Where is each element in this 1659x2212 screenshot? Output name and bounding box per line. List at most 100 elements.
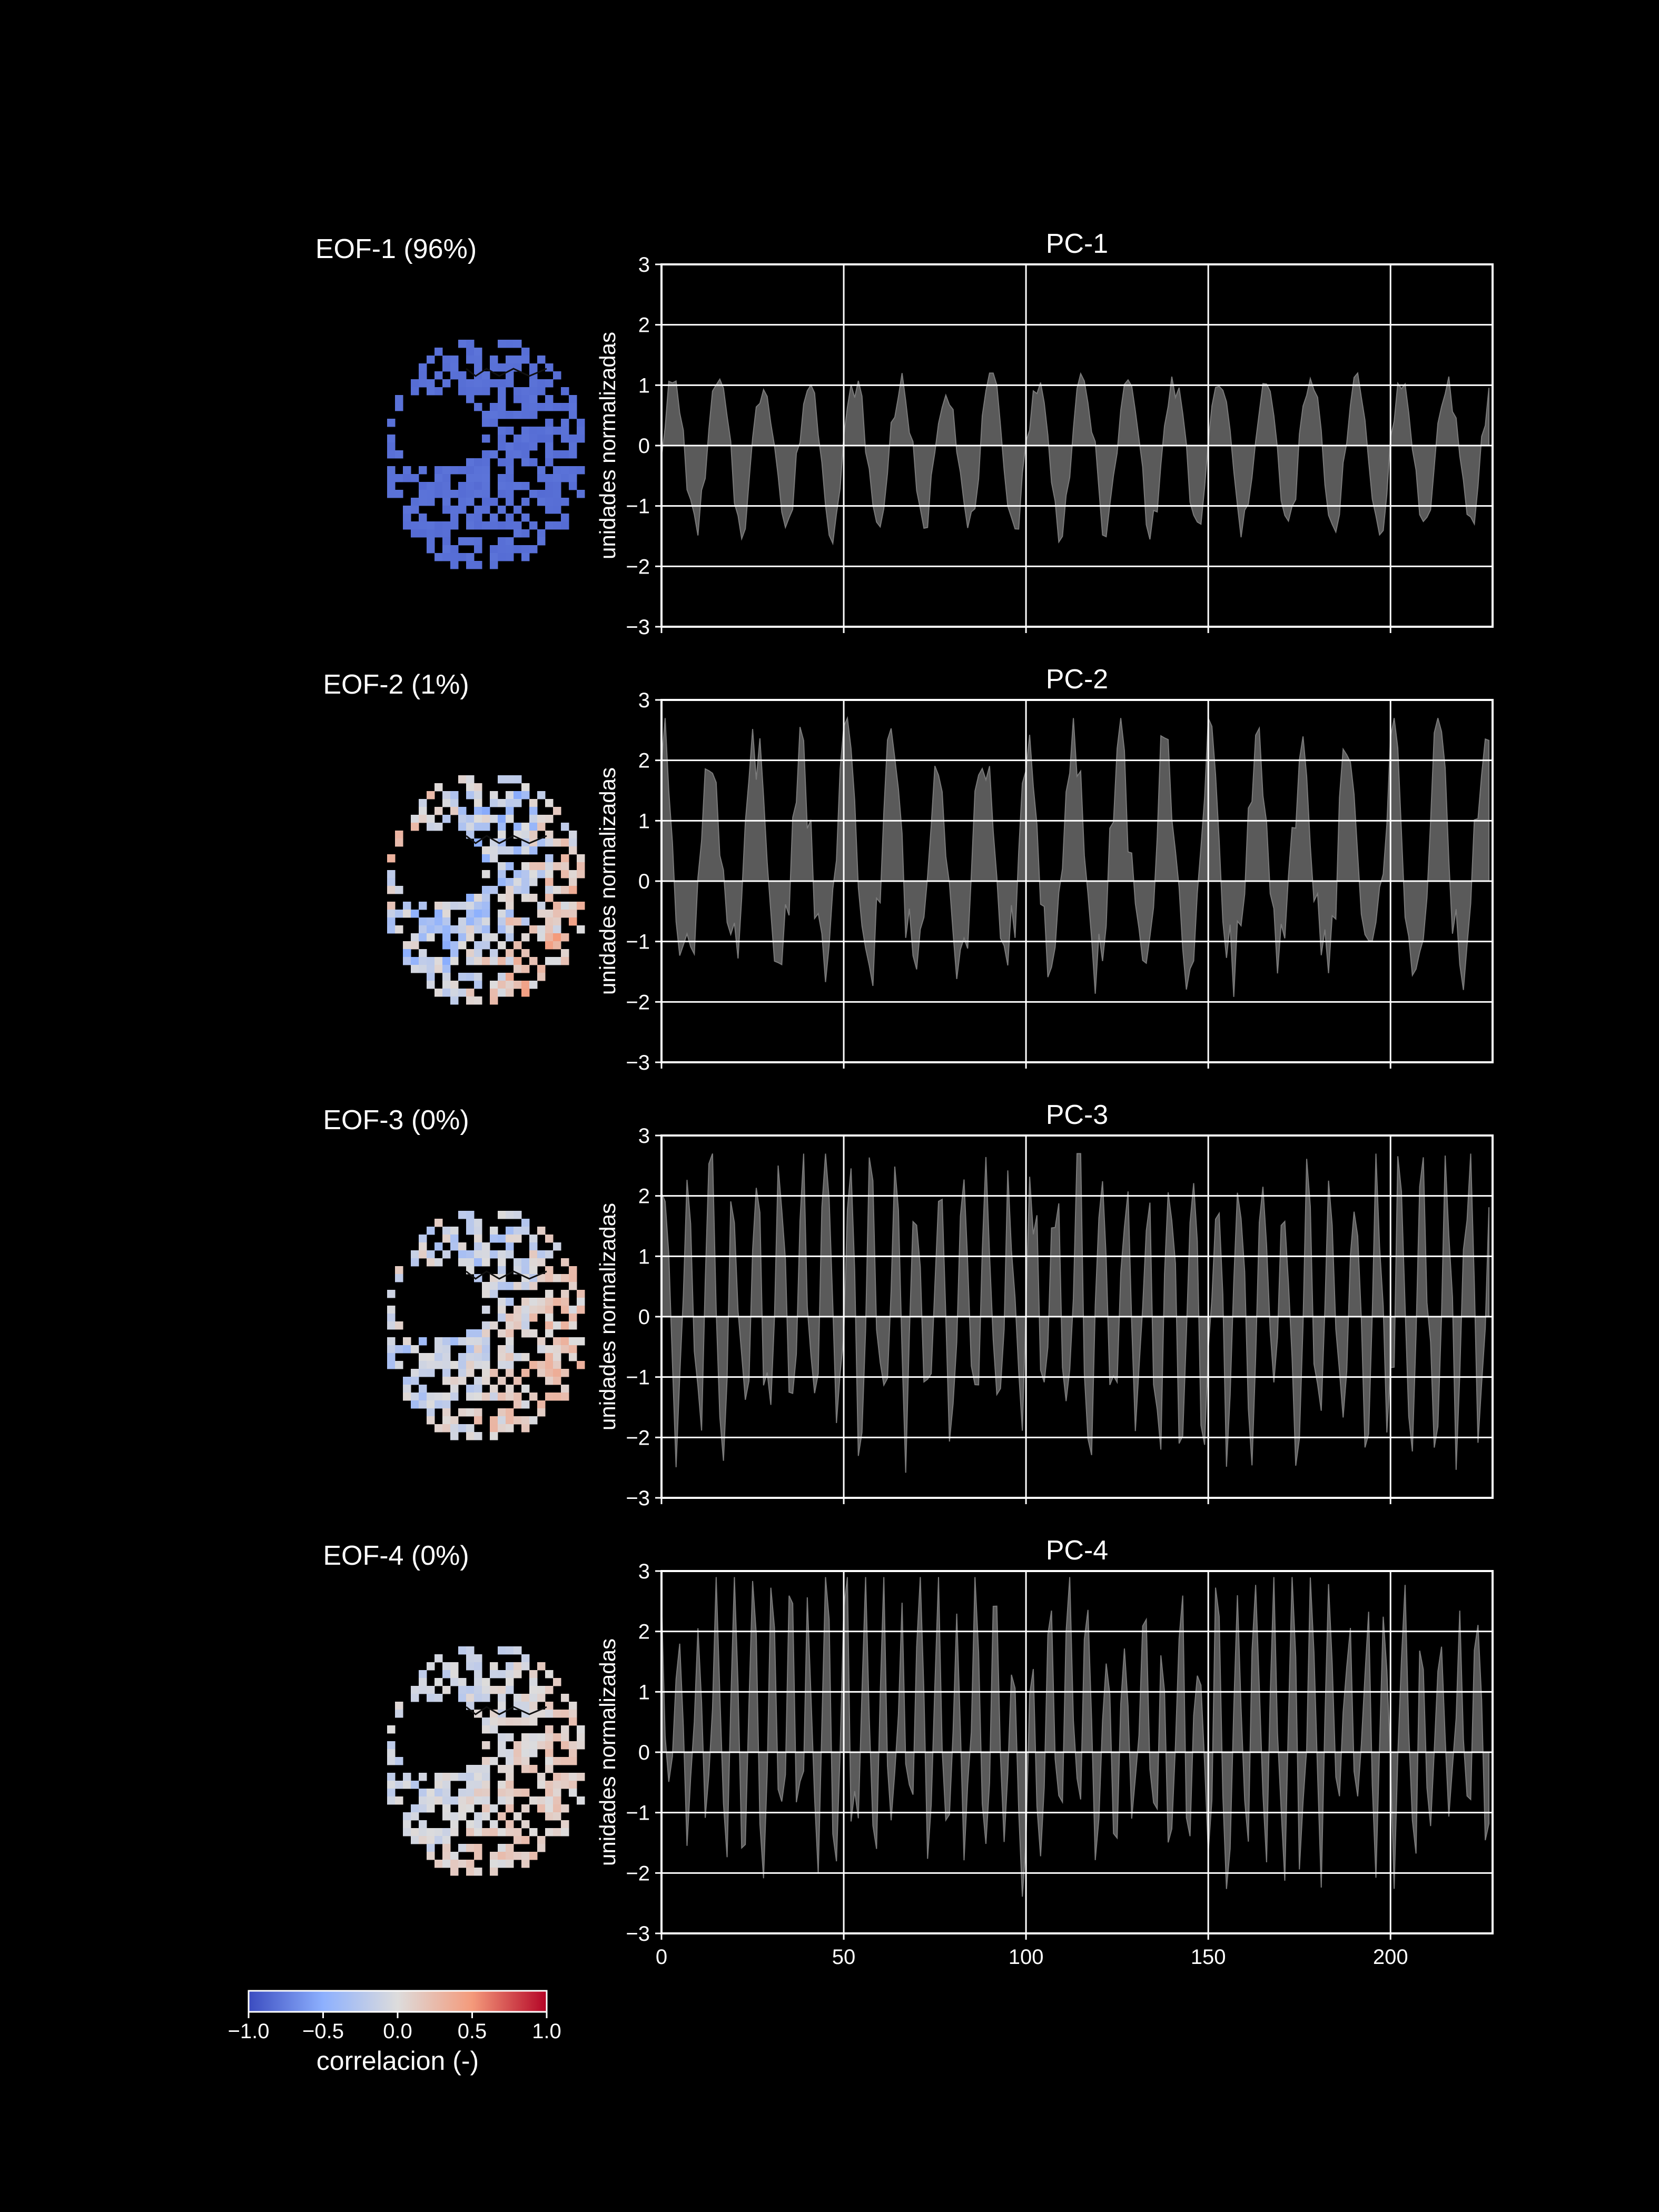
eof-cell	[466, 1329, 475, 1338]
eof-cell	[490, 1432, 498, 1440]
eof-cell	[514, 1211, 522, 1219]
eof-cell	[506, 1314, 514, 1322]
eof-cell	[498, 474, 506, 482]
eof-cell	[419, 807, 427, 815]
eof-cell	[450, 925, 459, 934]
eof-cell	[537, 1345, 546, 1354]
eof-cell	[466, 791, 475, 799]
eof-cell	[474, 1662, 482, 1671]
eof-cell	[450, 1812, 459, 1821]
eof-cell	[506, 466, 514, 475]
eof-cell	[458, 340, 467, 348]
eof-cell	[482, 419, 490, 427]
eof-cell	[561, 1781, 569, 1789]
eof-cell	[482, 1345, 490, 1354]
eof-cell	[506, 1282, 514, 1290]
eof-cell	[521, 427, 530, 435]
pc-area	[661, 372, 1490, 546]
eof-cell	[466, 1227, 475, 1235]
eof-cell	[427, 1408, 435, 1417]
eof-cell	[514, 1741, 522, 1750]
eof-contour	[466, 835, 547, 844]
eof-cell	[474, 981, 482, 989]
eof-cell	[561, 1828, 569, 1836]
eof-cell	[458, 1686, 467, 1694]
eof-cell	[506, 1424, 514, 1433]
eof-cell	[561, 466, 569, 475]
eof-cell	[482, 1290, 490, 1298]
eof-cell	[387, 1757, 396, 1765]
eof-cell	[442, 1686, 451, 1694]
colorbar-tick-label: −1.0	[228, 2020, 270, 2043]
eof-cell	[395, 910, 403, 918]
eof-cell	[514, 1321, 522, 1330]
eof-cell	[474, 490, 482, 498]
eof-cell	[490, 1725, 498, 1734]
eof-cell	[537, 1796, 546, 1805]
eof-cell	[458, 933, 467, 942]
x-tick-label: 100	[1009, 1946, 1044, 1969]
eof-cell	[434, 965, 443, 973]
eof-cell	[395, 1345, 403, 1354]
eof-cell	[529, 799, 538, 807]
eof-cell	[482, 910, 490, 918]
eof-cell	[529, 1329, 538, 1338]
pc-title: PC-3	[1046, 1100, 1108, 1130]
eof-cell	[458, 379, 467, 388]
eof-cell	[498, 1235, 506, 1243]
eof-cell	[419, 902, 427, 910]
eof-cell	[569, 886, 577, 894]
eof-cell	[498, 387, 506, 396]
eof-cell	[521, 1836, 530, 1844]
eof-cell	[482, 1765, 490, 1773]
eof-cell	[458, 1250, 467, 1259]
eof-cell	[450, 1820, 459, 1829]
eof-cell	[427, 1353, 435, 1361]
eof-cell	[553, 957, 561, 965]
eof-cell	[490, 886, 498, 894]
eof-cell	[545, 1757, 554, 1765]
eof-cell	[545, 1235, 554, 1243]
eof-cell	[411, 815, 419, 823]
eof-cell	[427, 933, 435, 942]
eof-cell	[427, 1694, 435, 1702]
eof-cell	[498, 482, 506, 490]
eof-cell	[482, 1337, 490, 1346]
eof-cell	[395, 1361, 403, 1369]
eof-cell	[442, 981, 451, 989]
eof-cell	[561, 1804, 569, 1813]
eof-cell	[427, 379, 435, 388]
eof-cell	[529, 442, 538, 451]
eof-cell	[561, 949, 569, 957]
eof-cell	[450, 1678, 459, 1686]
eof-cell	[387, 442, 396, 451]
eof-cell	[545, 1321, 554, 1330]
eof-cell	[434, 1836, 443, 1844]
eof-cell	[427, 791, 435, 799]
eof-cell	[545, 1686, 554, 1694]
eof-cell	[553, 1773, 561, 1781]
eof-cell	[482, 941, 490, 950]
eof-cell	[403, 1773, 411, 1781]
eof-cell	[395, 450, 403, 459]
y-tick-label: 3	[638, 1560, 650, 1583]
eof-cell	[514, 791, 522, 799]
eof-cell	[521, 482, 530, 490]
eof-map-4: EOF-4 (0%)	[323, 1540, 585, 1876]
eof-cell	[498, 1211, 506, 1219]
eof-cell	[411, 387, 419, 396]
eof-cell	[553, 902, 561, 910]
eof-cell	[569, 902, 577, 910]
eof-cell	[545, 925, 554, 934]
eof-title: EOF-2 (1%)	[323, 669, 469, 700]
eof-cell	[514, 917, 522, 926]
pc-panel-2: −3 −2 −1 0 1 2 3 PC-2 unidades normalizadas	[595, 664, 1494, 1074]
y-tick-label: −3	[626, 1922, 650, 1946]
eof-cell	[553, 933, 561, 942]
eof-cell	[577, 862, 585, 871]
eof-cell	[529, 395, 538, 403]
eof-cell	[482, 846, 490, 855]
eof-cell	[442, 925, 451, 934]
pc-area	[661, 1153, 1490, 1473]
eof-cell	[419, 799, 427, 807]
